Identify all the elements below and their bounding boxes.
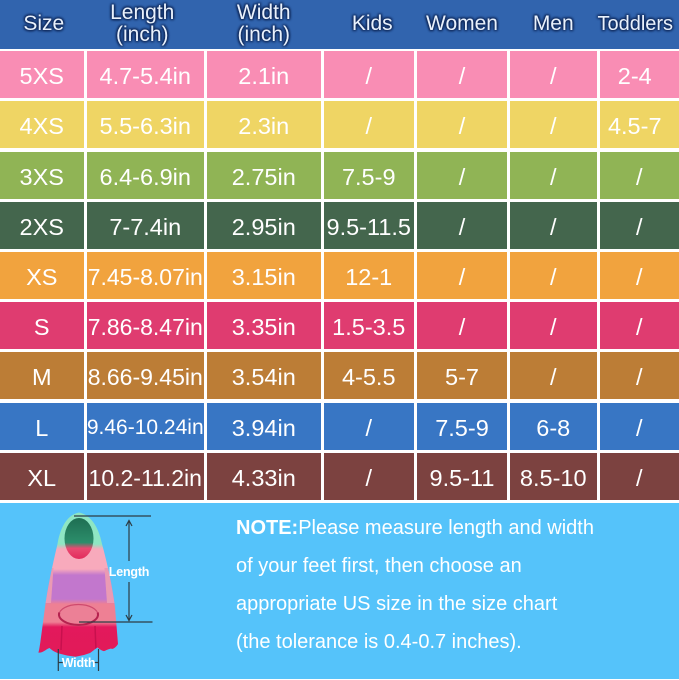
svg-text:Length: Length [109,565,149,579]
svg-text:Width: Width [62,656,96,670]
